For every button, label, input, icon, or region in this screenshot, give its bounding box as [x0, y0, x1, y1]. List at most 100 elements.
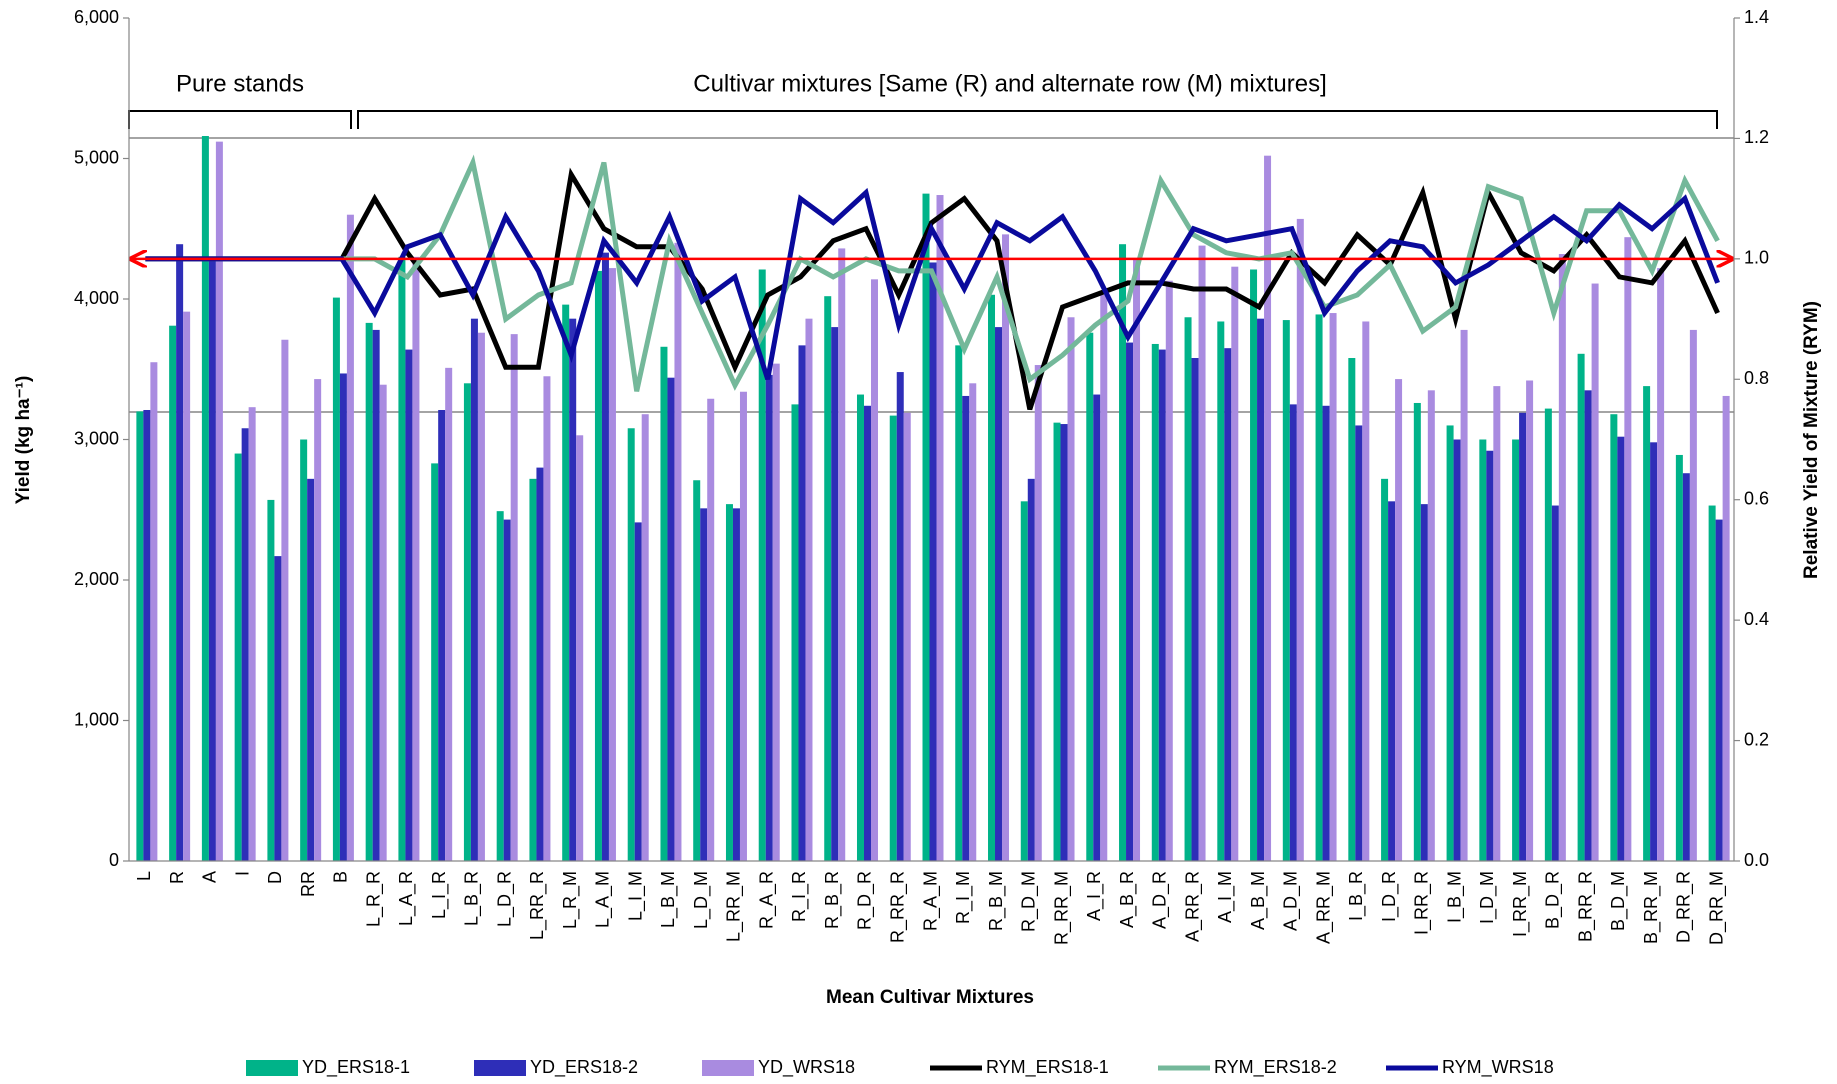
bar [889, 415, 897, 861]
bar [594, 270, 602, 861]
bar [660, 346, 668, 861]
x-tick-label: A_D_M [1281, 871, 1302, 931]
x-tick-label: A [200, 871, 220, 883]
bar [962, 395, 970, 861]
x-tick-label: L_B_R [462, 871, 483, 926]
bar [995, 327, 1003, 862]
bar [463, 383, 471, 861]
bar [739, 391, 747, 861]
legend-label: RYM_WRS18 [1442, 1057, 1554, 1078]
bar [1158, 349, 1166, 861]
x-tick-label: I_RR_R [1412, 871, 1433, 935]
bar [1657, 268, 1665, 862]
bar [831, 327, 839, 862]
bar [346, 214, 354, 861]
x-tick-label: R_B_R [822, 871, 843, 929]
y-tick-label: 0 [109, 850, 119, 870]
bar [929, 262, 937, 862]
bar [543, 376, 551, 861]
bar [1329, 313, 1337, 861]
bar [641, 414, 649, 861]
bar [955, 345, 963, 861]
bar [1133, 259, 1141, 861]
x-tick-label: R_B_M [986, 871, 1007, 931]
line-series [145, 154, 1720, 392]
bar [1675, 454, 1683, 861]
bar [1086, 332, 1094, 862]
bar [1119, 244, 1127, 861]
x-tick-label: A_B_M [1248, 871, 1269, 930]
x-tick-label: I [232, 871, 252, 876]
bar [398, 256, 406, 862]
x-tick-label: L_R_M [560, 871, 581, 929]
bar [1224, 348, 1232, 861]
bar [1617, 436, 1625, 861]
bracket [357, 110, 1718, 129]
bar [758, 269, 766, 861]
y-tick-label: 4,000 [74, 288, 119, 308]
x-tick-label: B_D_M [1608, 871, 1629, 931]
x-tick-label: A_D_R [1150, 871, 1171, 929]
bar [201, 136, 209, 861]
bar [1453, 439, 1461, 861]
x-tick-label: B_RR_M [1641, 871, 1662, 944]
bar [445, 367, 453, 861]
y2-tick-label: 1.0 [1744, 248, 1769, 268]
bar [412, 256, 420, 862]
legend-swatch [474, 1060, 526, 1076]
bar [1610, 414, 1618, 861]
x-tick-label: L_D_R [494, 871, 515, 927]
bar [725, 504, 733, 861]
bar [1708, 505, 1716, 861]
bracket [128, 110, 352, 129]
bar [1551, 505, 1559, 861]
x-tick-label: R_RR_R [887, 871, 908, 943]
x-tick-label: I_D_R [1379, 871, 1400, 922]
bar [477, 332, 485, 862]
x-tick-label: A_I_M [1215, 871, 1236, 923]
bar [332, 297, 340, 862]
bar [281, 339, 289, 861]
bar [608, 268, 616, 862]
y-tick-label: 5,000 [74, 147, 119, 167]
bar [267, 499, 275, 861]
bar [1577, 353, 1585, 861]
y2-axis-title: Relative Yield of Mixture (RYM) [1801, 301, 1822, 579]
bar [1126, 342, 1134, 861]
bar [496, 511, 504, 861]
x-tick-label: I_B_R [1346, 871, 1367, 921]
bar [562, 304, 570, 861]
x-tick-label: B_RR_R [1575, 871, 1596, 942]
bar [700, 508, 708, 861]
x-tick-label: R_A_M [920, 871, 941, 931]
legend-label: RYM_ERS18-1 [986, 1057, 1109, 1078]
x-tick-label: L_A_R [396, 871, 417, 926]
bar [805, 318, 813, 861]
bar [1151, 343, 1159, 862]
bar [503, 519, 511, 861]
bar [1322, 405, 1330, 861]
bar [707, 398, 715, 861]
bar [1584, 390, 1592, 861]
bar [1558, 254, 1566, 862]
bar [1591, 283, 1599, 861]
bar [1231, 266, 1239, 861]
bar [896, 372, 904, 861]
x-tick-label: A_RR_R [1182, 871, 1203, 942]
bar [601, 252, 609, 861]
bar [143, 409, 151, 861]
bar [1296, 218, 1304, 862]
bar [1027, 478, 1035, 861]
x-tick-label: B [331, 871, 351, 883]
line-series [145, 187, 1720, 381]
bar [1381, 478, 1389, 861]
x-tick-label: L [134, 871, 154, 881]
bar [569, 318, 577, 861]
x-tick-label: R_I_M [953, 871, 974, 924]
bar [248, 407, 256, 861]
bar [674, 242, 682, 862]
y-tick-label: 3,000 [74, 428, 119, 448]
y-tick-label: 1,000 [74, 709, 119, 729]
y2-tick-label: 0.2 [1744, 729, 1769, 749]
annotation: Cultivar mixtures [Same (R) and alternat… [693, 70, 1327, 97]
